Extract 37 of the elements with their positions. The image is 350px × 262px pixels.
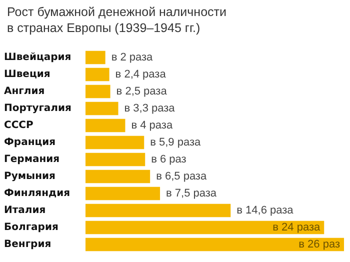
data-label: в 3,3 раза — [124, 102, 176, 115]
bar — [85, 68, 110, 82]
y-tick-label: Венгрия — [4, 239, 52, 250]
bar — [85, 50, 106, 64]
bar — [85, 102, 118, 116]
data-label: в 26 раз — [298, 238, 340, 251]
y-tick-label: Швейцария — [4, 52, 72, 64]
data-label: в 2,4 раза — [115, 68, 167, 81]
y-tick-label: Болгария — [4, 222, 58, 234]
bar — [85, 136, 144, 150]
bar — [85, 170, 150, 184]
chart-title: Рост бумажной денежной наличности в странах Европы (1939–1945 гг.) — [7, 4, 228, 36]
data-label: в 4 раза — [131, 120, 174, 132]
y-tick-label: Румыния — [4, 171, 56, 182]
y-tick-label: Франция — [4, 137, 56, 148]
bar — [85, 152, 146, 166]
y-tick-label: Италия — [4, 205, 46, 216]
bar — [85, 204, 231, 218]
y-tick-label: Швеция — [4, 69, 50, 80]
bar — [85, 220, 324, 234]
bar — [85, 84, 110, 98]
data-label: в 2 раза — [111, 52, 154, 64]
bar — [85, 186, 160, 200]
data-label: в 2,5 раза — [116, 86, 168, 98]
data-label: в 5,9 раза — [150, 136, 202, 149]
y-tick-label: Англия — [4, 86, 45, 98]
data-label: в 14,6 раза — [236, 204, 294, 217]
y-tick-label: Португалия — [4, 103, 72, 114]
bar — [85, 118, 126, 132]
bar — [85, 238, 344, 252]
data-label: в 7,5 раза — [166, 188, 218, 200]
data-label: в 24 раза — [272, 222, 321, 234]
y-tick-label: СССР — [4, 120, 34, 132]
data-label: в 6,5 раза — [156, 170, 208, 183]
y-tick-label: Финляндия — [4, 188, 70, 200]
data-label: в 6 раз — [151, 154, 186, 166]
y-tick-label: Германия — [4, 154, 60, 166]
